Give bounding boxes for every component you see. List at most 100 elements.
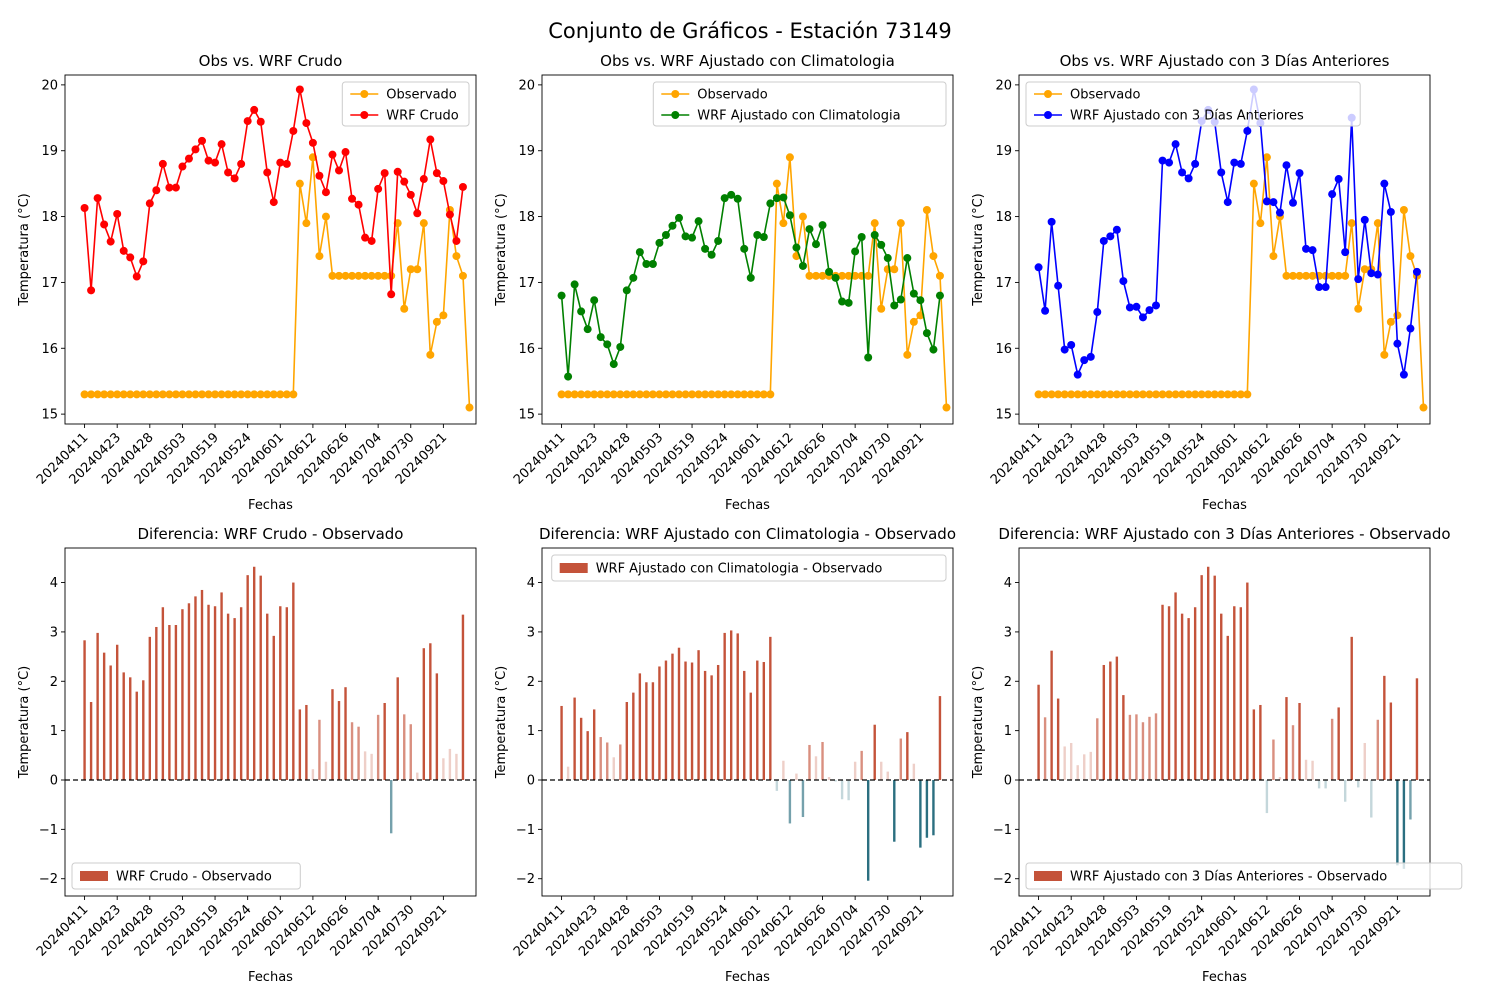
data-point — [1256, 219, 1265, 228]
panel-title: Diferencia: WRF Ajustado con 3 Días Ante… — [998, 525, 1450, 543]
data-point — [1067, 390, 1076, 399]
data-point — [400, 177, 409, 186]
data-point — [406, 190, 415, 199]
data-point — [903, 350, 912, 359]
bar — [213, 606, 217, 780]
data-point — [746, 273, 755, 282]
bar — [1350, 636, 1353, 780]
y-tick-label: −1 — [993, 823, 1012, 838]
data-point — [1171, 390, 1180, 399]
data-point — [812, 240, 820, 249]
bar — [743, 670, 746, 780]
bar — [357, 726, 360, 780]
data-point — [864, 353, 873, 362]
y-tick-label: 18 — [995, 210, 1012, 225]
data-point — [282, 390, 291, 399]
x-axis-label: Fechas — [248, 498, 293, 513]
bar — [344, 687, 347, 780]
bar — [932, 780, 935, 836]
bar — [1200, 575, 1203, 780]
data-point — [413, 265, 422, 274]
data-point — [935, 271, 944, 280]
data-point — [681, 390, 690, 399]
bar — [448, 748, 452, 780]
bar — [664, 660, 668, 780]
data-point — [282, 159, 291, 168]
x-axis-label: Fechas — [1202, 498, 1247, 513]
y-tick-label: −2 — [516, 872, 535, 887]
data-point — [1269, 252, 1278, 261]
legend-swatch — [559, 563, 588, 573]
data-point — [844, 298, 853, 307]
data-point — [119, 246, 128, 255]
panel-title: Diferencia: WRF Ajustado con Climatologi… — [539, 525, 956, 543]
data-point — [1158, 156, 1167, 165]
y-tick-label: 1 — [527, 724, 535, 739]
data-point — [458, 271, 467, 280]
legend-box — [551, 554, 947, 582]
data-point — [1308, 271, 1317, 280]
data-point — [1132, 390, 1141, 399]
data-point — [609, 390, 618, 399]
data-point — [1262, 197, 1271, 206]
data-point — [831, 273, 840, 282]
bar — [1370, 780, 1373, 818]
data-point — [184, 154, 193, 163]
data-point — [844, 271, 853, 280]
bar — [710, 675, 713, 780]
bar — [645, 682, 648, 780]
legend: WRF Ajustado con 3 Días Anteriores - Obs… — [1025, 862, 1463, 890]
data-point — [198, 136, 206, 145]
data-point — [1386, 317, 1395, 326]
bar — [899, 738, 903, 780]
y-axis-label: Temperatura (°C) — [494, 666, 509, 779]
data-point — [1308, 246, 1317, 255]
bar — [1330, 718, 1334, 780]
bar — [690, 662, 694, 780]
y-tick-label: 17 — [41, 276, 58, 291]
bar — [161, 607, 165, 780]
bar — [1037, 684, 1040, 780]
data-point — [557, 291, 566, 300]
bar — [168, 625, 171, 780]
data-point — [818, 221, 827, 230]
data-point — [720, 194, 729, 203]
data-point — [452, 252, 461, 261]
data-point — [256, 390, 265, 399]
bar — [560, 705, 563, 780]
bar — [1187, 618, 1190, 780]
bar — [638, 673, 642, 780]
y-tick-label: 2 — [527, 675, 535, 690]
bar — [716, 664, 720, 780]
data-point — [387, 271, 396, 280]
data-point — [825, 267, 834, 276]
bar — [416, 772, 419, 780]
data-point — [100, 220, 109, 229]
bar — [1063, 746, 1066, 780]
data-point — [269, 390, 278, 399]
data-point — [929, 252, 938, 261]
bar — [1161, 604, 1164, 780]
data-point — [864, 271, 873, 280]
x-axis-label: Fechas — [725, 498, 770, 513]
bar — [455, 753, 458, 780]
bar — [1259, 704, 1262, 780]
data-point — [1217, 168, 1226, 177]
bar — [370, 753, 373, 780]
data-point — [1380, 179, 1389, 188]
bar — [606, 742, 609, 780]
data-point — [256, 117, 265, 126]
bar — [239, 607, 243, 780]
data-point — [1412, 267, 1421, 276]
bar — [135, 691, 138, 780]
data-point — [1178, 390, 1187, 399]
bar — [1056, 698, 1060, 780]
data-point — [720, 390, 729, 399]
data-point — [1054, 390, 1063, 399]
data-point — [1282, 271, 1291, 280]
y-tick-label: 20 — [41, 78, 58, 93]
data-point — [211, 390, 220, 399]
axes-frame — [64, 74, 477, 425]
legend: WRF Crudo - Observado — [71, 862, 301, 890]
data-point — [152, 390, 161, 399]
